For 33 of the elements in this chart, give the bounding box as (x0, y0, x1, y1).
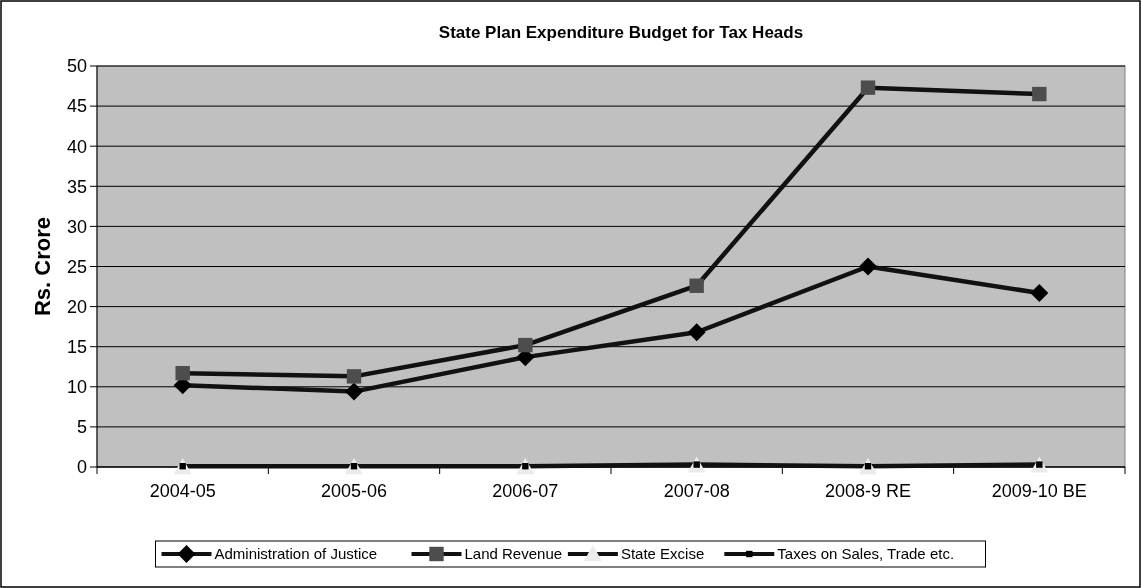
point (175, 365, 190, 381)
chart-title: State Plan Expenditure Budget for Tax Heads (438, 23, 804, 42)
point (346, 369, 362, 384)
y-tick-label: 50 (66, 56, 87, 77)
y-tick-label: 15 (66, 337, 87, 357)
x-tick-label: 2008-9 RE (824, 481, 912, 501)
x-tick-label: 2005-06 (320, 481, 388, 501)
y-tick-label: 20 (66, 296, 87, 317)
y-tick-label: 5 (76, 417, 87, 438)
y-tick-label: 10 (66, 377, 87, 398)
point (518, 337, 533, 353)
legend-label: Administration of Justice (214, 545, 378, 563)
x-tick-label: 2006-07 (492, 481, 559, 501)
legend-label: State Excise (620, 545, 705, 563)
point (1030, 283, 1049, 302)
point (689, 278, 704, 293)
point (860, 80, 876, 95)
point (859, 257, 877, 276)
y-tick-label: 30 (66, 216, 87, 237)
y-tick-label: 40 (66, 136, 87, 157)
point (1032, 86, 1047, 102)
x-tick-label: 2007-08 (663, 481, 730, 501)
point (687, 323, 706, 342)
y-tick-label: 25 (66, 256, 87, 277)
legend-label: Taxes on Sales, Trade etc. (777, 545, 955, 563)
point (345, 382, 363, 401)
x-tick-label: 2009-10 BE (991, 481, 1087, 501)
y-axis-title: Rs. Crore (30, 216, 55, 317)
y-tick-label: 35 (66, 176, 87, 197)
legend-label: Land Revenue (464, 545, 563, 563)
y-tick-label: 0 (76, 457, 87, 478)
x-tick-label: 2004-05 (149, 481, 216, 501)
y-tick-label: 45 (66, 96, 87, 117)
